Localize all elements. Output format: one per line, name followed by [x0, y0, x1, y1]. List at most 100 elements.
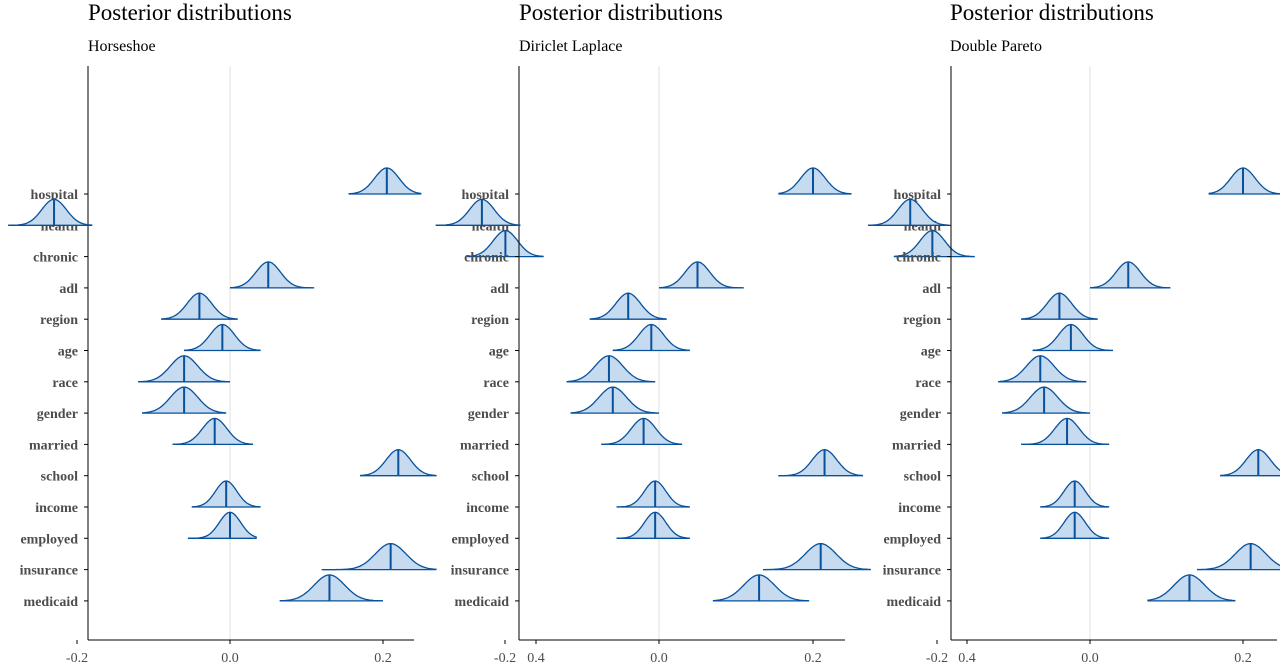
panel-subtitle: Double Pareto [950, 38, 1042, 55]
ridge-area-race [998, 355, 1087, 382]
y-tick-label-chronic: chronic [896, 251, 941, 266]
ridge-curve-married [601, 417, 683, 445]
ridge-area-married [601, 418, 683, 445]
panel-horseshoe: Posterior distributions Horseshoe -0.2 0.… [8, 0, 545, 666]
y-tick-label-married: married [29, 438, 78, 453]
panel-subtitle: Diriclet Laplace [519, 38, 623, 55]
ridge-area-chronic [893, 230, 975, 257]
y-tick-label-gender: gender [468, 407, 509, 422]
panel-diriclet-laplace: Posterior distributions Diriclet Laplace… [435, 0, 976, 666]
y-tick-label-race: race [483, 376, 509, 391]
ridge-curve-gender [570, 386, 659, 414]
ridge-area-adl [1090, 261, 1171, 288]
ridge-area-insurance [763, 543, 871, 570]
ridge-area-adl [230, 261, 315, 288]
ridge-curve-income [616, 480, 690, 508]
ridge-area-medicaid [279, 574, 383, 601]
x-tick-label: 0.0 [1081, 651, 1099, 666]
panel-title: Posterior distributions [519, 0, 723, 25]
y-tick-label-income: income [898, 501, 941, 516]
x-tick-label: 0.2 [804, 651, 822, 666]
y-tick-label-income: income [466, 501, 509, 516]
x-tick-label: -0.2 [926, 651, 948, 666]
y-tick-label-employed: employed [883, 532, 941, 547]
y-tick-label-region: region [471, 313, 509, 328]
y-tick-label-school: school [472, 470, 509, 485]
ridge-curve-health [868, 198, 949, 226]
y-tick-label-insurance: insurance [883, 564, 941, 579]
y-tick-label-medicaid: medicaid [24, 595, 79, 610]
ridge-curve-insurance [1197, 542, 1280, 571]
x-tick-label: -0.2 [66, 651, 88, 666]
ridge-area-health [868, 199, 949, 226]
y-tick-label-gender: gender [900, 407, 941, 422]
ridge-area-gender [1002, 387, 1090, 414]
x-tick-label: 0.4 [958, 651, 976, 666]
ridge-area-medicaid [712, 574, 810, 601]
ridge-curve-married [1021, 417, 1110, 446]
y-tick-label-employed: employed [451, 532, 509, 547]
ridge-area-insurance [321, 543, 437, 570]
ridge-area-married [172, 418, 253, 445]
ridge-area-gender [570, 387, 659, 414]
ridge-area-school [778, 449, 863, 476]
y-tick-label-hospital: hospital [894, 188, 942, 203]
panel-title: Posterior distributions [88, 0, 292, 25]
y-tick-label-medicaid: medicaid [887, 595, 942, 610]
ridge-area-income [616, 481, 690, 507]
y-tick-label-school: school [41, 470, 78, 485]
y-tick-label-married: married [460, 438, 509, 453]
ridge-area-employed [187, 512, 257, 539]
x-tick-label: -0.2 [494, 651, 516, 666]
ridge-area-race [566, 355, 656, 382]
y-tick-label-adl: adl [490, 282, 509, 297]
ridge-curve-insurance [763, 542, 871, 571]
panel-double-pareto: Posterior distributions Double Pareto -0… [868, 0, 1280, 666]
y-tick-label-medicaid: medicaid [455, 595, 510, 610]
ridge-curve-chronic [893, 229, 975, 258]
ridge-area-married [1021, 418, 1110, 445]
ridge-curve-adl [658, 261, 744, 289]
y-tick-label-adl: adl [922, 282, 941, 297]
x-tick-label: 0.0 [221, 651, 239, 666]
ridge-area-hospital [1208, 168, 1280, 194]
ridge-area-health [8, 199, 93, 226]
y-tick-label-insurance: insurance [20, 564, 78, 579]
ridge-curve-adl [1089, 261, 1171, 289]
ridge-curve-married [172, 417, 253, 445]
ridge-curve-employed [616, 511, 690, 539]
y-tick-label-adl: adl [59, 282, 78, 297]
y-tick-label-race: race [915, 376, 941, 391]
x-tick-label: 0.0 [650, 651, 668, 666]
ridge-area-school [1220, 449, 1280, 476]
y-tick-label-region: region [903, 313, 941, 328]
ridge-curve-hospital [1208, 167, 1280, 195]
ridge-curve-medicaid [1147, 574, 1236, 602]
ridge-area-age [1032, 324, 1113, 351]
ridge-curve-medicaid [279, 574, 383, 602]
ridge-curve-medicaid [712, 574, 810, 602]
y-tick-label-chronic: chronic [33, 251, 78, 266]
y-tick-label-hospital: hospital [462, 188, 510, 203]
ridge-curve-age [1032, 323, 1113, 352]
ridge-area-employed [616, 512, 690, 539]
ridge-curve-adl [229, 261, 315, 289]
ridge-curve-race [998, 355, 1087, 383]
y-tick-label-school: school [904, 470, 941, 485]
y-tick-label-age: age [489, 345, 509, 360]
y-tick-label-hospital: hospital [31, 188, 79, 203]
x-tick-label: 0.2 [1234, 651, 1252, 666]
ridge-curve-hospital [778, 167, 852, 195]
y-tick-label-income: income [35, 501, 78, 516]
ridge-area-medicaid [1147, 574, 1236, 601]
y-tick-label-age: age [58, 345, 78, 360]
y-tick-label-married: married [892, 438, 941, 453]
panel-title: Posterior distributions [950, 0, 1154, 25]
ridge-area-health [435, 199, 521, 226]
y-tick-label-insurance: insurance [451, 564, 509, 579]
ridge-curve-health [435, 198, 521, 226]
ridge-curve-health [8, 198, 93, 226]
y-tick-label-gender: gender [37, 407, 78, 422]
ridge-area-adl [659, 261, 744, 288]
